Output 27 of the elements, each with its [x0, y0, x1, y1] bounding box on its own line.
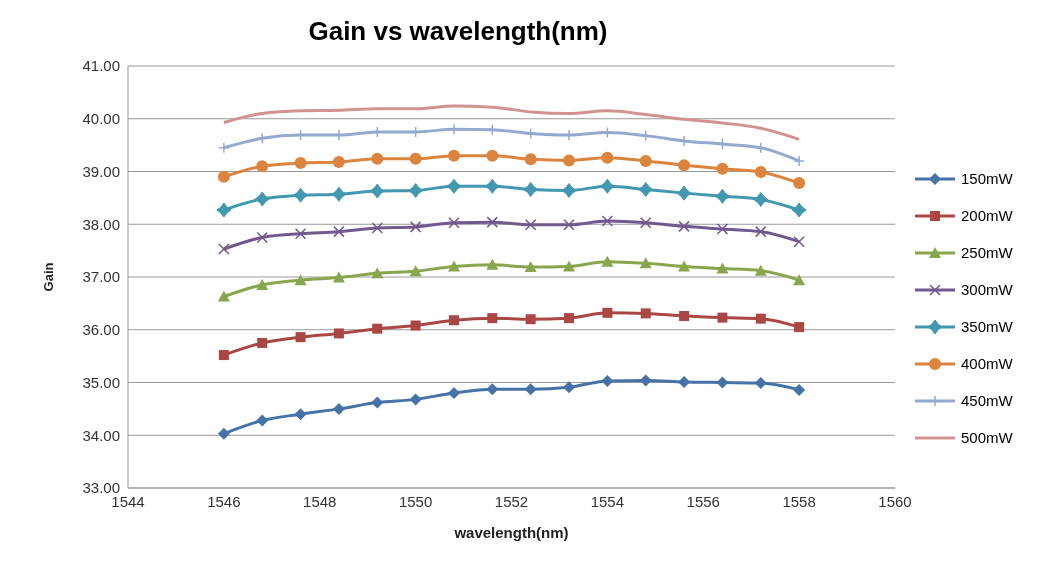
x-tick-label: 1556 [686, 492, 720, 510]
legend-label: 250mW [961, 244, 1013, 261]
y-tick-label: 34.00 [82, 426, 120, 444]
legend-label: 300mW [961, 281, 1013, 298]
x-tick-label: 1554 [590, 492, 625, 510]
x-tick-label: 1552 [494, 492, 529, 510]
y-axis-title: Gain [40, 262, 56, 292]
y-tick-label: 35.00 [82, 373, 120, 391]
legend-label: 400mW [961, 355, 1013, 372]
legend-label: 450mW [961, 392, 1013, 409]
y-tick-label: 39.00 [82, 162, 120, 180]
y-tick-label: 38.00 [82, 215, 120, 233]
x-tick-label: 1558 [782, 492, 816, 510]
x-tick-label: 1560 [878, 492, 912, 510]
y-tick-label: 37.00 [82, 268, 120, 286]
legend-label: 200mW [961, 207, 1013, 224]
y-tick-label: 40.00 [82, 110, 120, 128]
y-tick-label: 41.00 [82, 57, 120, 75]
chart-title: Gain vs wavelength(nm) [307, 15, 609, 48]
legend-label: 150mW [961, 170, 1013, 187]
legend-label: 350mW [961, 318, 1013, 335]
x-tick-label: 1548 [303, 492, 337, 510]
x-tick-label: 1550 [398, 492, 433, 510]
x-tick-label: 1546 [207, 492, 241, 510]
x-axis-title: wavelength(nm) [453, 524, 569, 541]
legend-label: 500mW [961, 429, 1013, 446]
y-tick-label: 36.00 [82, 321, 120, 339]
